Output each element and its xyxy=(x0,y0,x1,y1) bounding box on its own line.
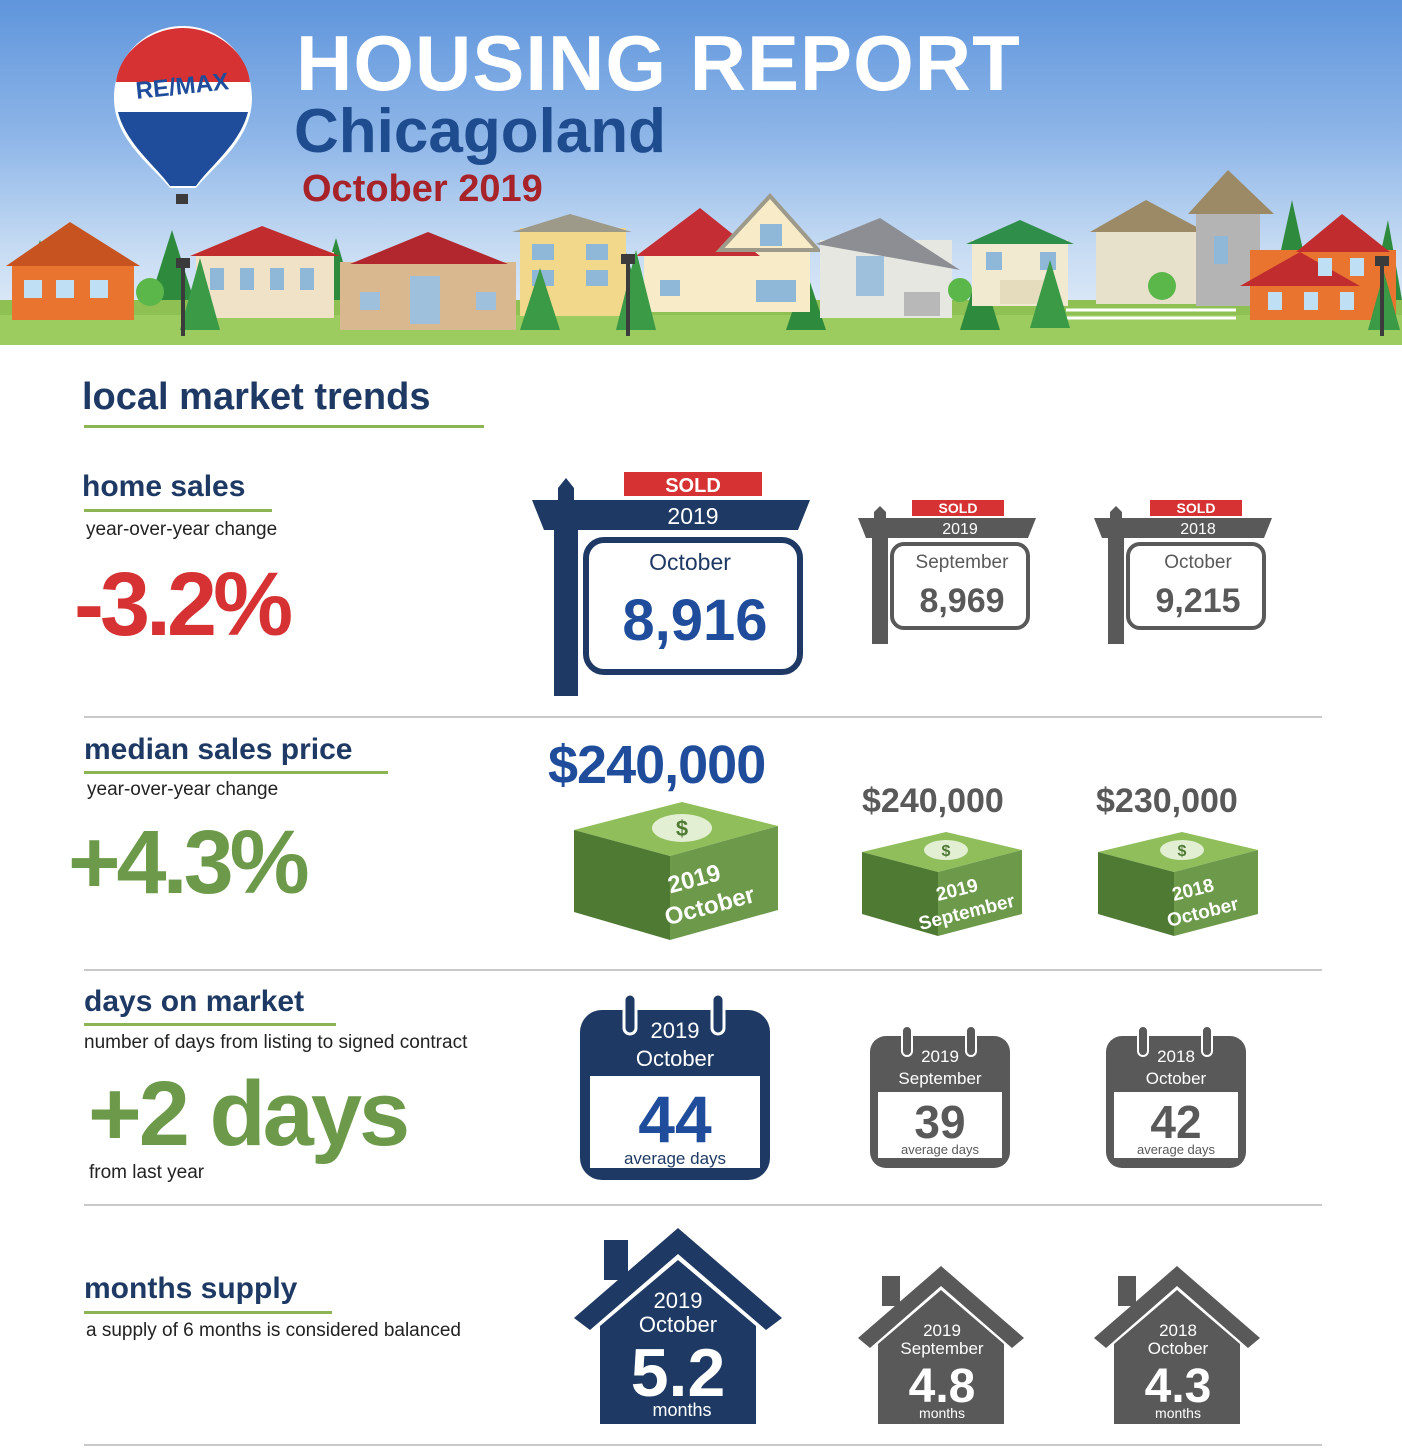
days-on-market-change: +2 days xyxy=(88,1063,410,1165)
dollar-icon: $ xyxy=(676,816,688,841)
house-2018-october: 2018 October 4.3 months xyxy=(1094,1266,1260,1424)
section-divider xyxy=(84,716,1322,718)
calendar-month: September xyxy=(898,1069,981,1088)
sign-badge: SOLD xyxy=(665,475,721,497)
house-year: 2018 xyxy=(1159,1321,1197,1340)
sold-sign-2018-october: SOLD 2018 October 9,215 xyxy=(1094,500,1272,644)
house-year: 2019 xyxy=(654,1288,703,1313)
median-price-subtitle: year-over-year change xyxy=(87,779,279,800)
sign-value: 9,215 xyxy=(1155,582,1240,620)
median-price-title: median sales price xyxy=(84,733,353,766)
sign-month: September xyxy=(916,552,1010,573)
house-value: 4.3 xyxy=(1145,1360,1212,1413)
calendar-value: 42 xyxy=(1150,1096,1201,1148)
house-value: 4.8 xyxy=(909,1360,976,1413)
house-2019-october: 2019 October 5.2 months xyxy=(574,1228,782,1424)
sign-year: 2018 xyxy=(1180,521,1216,538)
house-unit: months xyxy=(652,1400,711,1420)
sold-sign-2019-september: SOLD 2019 September 8,969 xyxy=(858,500,1036,644)
calendar-year: 2018 xyxy=(1157,1047,1195,1066)
calendar-value: 44 xyxy=(638,1082,712,1156)
days-on-market-note: from last year xyxy=(89,1162,205,1183)
house-month: October xyxy=(1148,1339,1209,1358)
price-2019-september: $240,000 xyxy=(862,782,1004,820)
sign-year: 2019 xyxy=(667,503,718,529)
calendar-2019-october: 2019 October 44 average days xyxy=(580,992,770,1180)
house-unit: months xyxy=(919,1405,965,1421)
house-year: 2019 xyxy=(923,1321,961,1340)
home-sales-change: -3.2% xyxy=(74,555,293,655)
house-2019-september: 2019 September 4.8 months xyxy=(858,1266,1024,1424)
days-on-market-underline xyxy=(84,1023,336,1026)
dollar-icon: $ xyxy=(942,843,951,860)
sold-sign-2019-october: SOLD 2019 October 8,916 xyxy=(532,472,810,696)
sign-year: 2019 xyxy=(942,521,978,538)
home-sales-title: home sales xyxy=(82,470,246,503)
intro-underline xyxy=(84,425,484,428)
sign-month: October xyxy=(1164,552,1232,573)
days-on-market-title: days on market xyxy=(84,985,305,1018)
section-divider xyxy=(84,1444,1322,1446)
sign-month: October xyxy=(649,549,731,575)
calendar-value: 39 xyxy=(914,1096,965,1148)
median-price-change: +4.3% xyxy=(68,813,310,913)
cash-stack-2019-september: $ 2019 September xyxy=(862,832,1022,936)
price-2018-october: $230,000 xyxy=(1096,782,1238,820)
sign-badge: SOLD xyxy=(939,500,978,516)
section-divider xyxy=(84,1204,1322,1206)
calendar-year: 2019 xyxy=(921,1047,959,1066)
home-sales-subtitle: year-over-year change xyxy=(86,519,278,540)
report-period: October 2019 xyxy=(302,168,543,210)
months-supply-subtitle: a supply of 6 months is considered balan… xyxy=(86,1320,461,1341)
calendar-2018-october: 2018 October 42 average days xyxy=(1106,1025,1246,1168)
calendar-unit: average days xyxy=(901,1142,980,1157)
median-price-underline xyxy=(84,771,388,774)
report-region: Chicagoland xyxy=(294,97,667,166)
calendar-year: 2019 xyxy=(651,1018,700,1043)
house-value: 5.2 xyxy=(631,1335,726,1411)
calendar-month: October xyxy=(1146,1069,1207,1088)
section-divider xyxy=(84,969,1322,971)
calendar-unit: average days xyxy=(624,1149,726,1168)
house-month: October xyxy=(639,1312,717,1337)
home-sales-underline xyxy=(84,509,272,512)
calendar-month: October xyxy=(636,1046,714,1071)
cash-stack-2019-october: $ 2019 October xyxy=(574,802,778,940)
balloon-logo xyxy=(114,26,252,204)
header-banner: HOUSING REPORT Chicagoland October 2019 xyxy=(0,0,1402,345)
neighborhood-illustration xyxy=(0,26,1402,345)
dollar-icon: $ xyxy=(1178,843,1187,860)
price-2019-october: $240,000 xyxy=(548,735,766,795)
months-supply-underline xyxy=(84,1311,332,1314)
sign-value: 8,969 xyxy=(919,582,1004,620)
calendar-unit: average days xyxy=(1137,1142,1216,1157)
days-on-market-subtitle: number of days from listing to signed co… xyxy=(84,1032,468,1053)
months-supply-title: months supply xyxy=(84,1272,298,1305)
house-month: September xyxy=(900,1339,983,1358)
report-title: HOUSING REPORT xyxy=(296,19,1021,107)
sign-value: 8,916 xyxy=(622,588,767,653)
intro-title: local market trends xyxy=(82,376,431,418)
house-unit: months xyxy=(1155,1405,1201,1421)
cash-stack-2018-october: $ 2018 October xyxy=(1098,832,1258,936)
calendar-2019-september: 2019 September 39 average days xyxy=(870,1025,1010,1168)
sign-badge: SOLD xyxy=(1177,500,1216,516)
